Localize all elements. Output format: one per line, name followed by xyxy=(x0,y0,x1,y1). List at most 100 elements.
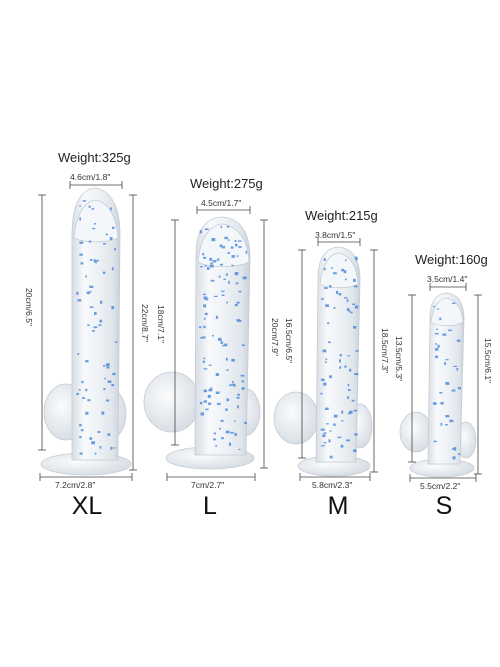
glitter-fleck xyxy=(435,343,438,345)
glitter-fleck xyxy=(207,394,211,398)
glitter-fleck xyxy=(442,333,447,336)
glitter-fleck xyxy=(203,336,206,339)
xl-size-label: XL xyxy=(71,492,103,520)
glitter-fleck xyxy=(89,437,93,440)
glitter-fleck xyxy=(205,408,209,411)
glitter-fleck xyxy=(111,267,114,271)
glitter-fleck xyxy=(322,434,326,437)
glitter-fleck xyxy=(238,246,242,249)
glitter-fleck xyxy=(456,368,459,371)
glitter-fleck xyxy=(225,273,228,276)
glitter-fleck xyxy=(89,259,93,261)
glitter-fleck xyxy=(203,256,207,259)
glitter-fleck xyxy=(355,258,358,261)
glitter-fleck xyxy=(354,373,359,376)
m-weight-label: Weight:215g xyxy=(305,208,378,223)
glitter-fleck xyxy=(237,393,240,396)
glitter-fleck xyxy=(88,240,91,243)
glitter-fleck xyxy=(92,330,95,332)
glitter-fleck xyxy=(94,223,96,225)
glitter-fleck xyxy=(321,298,324,300)
glitter-fleck xyxy=(210,279,215,282)
glitter-fleck xyxy=(242,276,247,280)
glitter-fleck xyxy=(347,355,350,357)
glitter-fleck xyxy=(439,392,443,394)
glitter-fleck xyxy=(88,205,91,208)
glitter-fleck xyxy=(79,241,84,244)
glitter-fleck xyxy=(203,357,206,360)
glitter-fleck xyxy=(333,307,336,309)
glitter-fleck xyxy=(320,392,323,395)
glitter-fleck xyxy=(80,262,84,265)
glitter-fleck xyxy=(111,306,114,310)
glitter-fleck xyxy=(343,270,347,274)
glitter-fleck xyxy=(204,312,208,316)
glitter-fleck xyxy=(213,295,218,297)
glitter-fleck xyxy=(234,240,237,243)
glitter-fleck xyxy=(208,402,212,405)
glitter-m xyxy=(320,256,359,459)
glitter-fleck xyxy=(236,301,240,304)
xl-total-length-label: 22cm/8.7" xyxy=(140,304,150,342)
glitter-fleck xyxy=(238,448,241,450)
glitter-fleck xyxy=(454,449,456,451)
glitter-fleck xyxy=(329,455,333,459)
glitter-fleck xyxy=(86,291,90,295)
glitter-fleck xyxy=(449,419,454,423)
glitter-fleck xyxy=(220,419,224,422)
glitter-fleck xyxy=(99,319,103,323)
glitter-fleck xyxy=(202,253,205,256)
glitter-fleck xyxy=(323,267,326,271)
xl-insertable-length-label: 20cm/6.5" xyxy=(24,288,34,326)
glitter-fleck xyxy=(82,200,87,202)
glitter-fleck xyxy=(98,324,102,326)
s-base-width-label: 5.5cm/2.2" xyxy=(420,481,461,491)
glitter-fleck xyxy=(445,424,448,426)
glitter-fleck xyxy=(213,432,217,435)
glitter-fleck xyxy=(204,265,207,267)
glitter-fleck xyxy=(215,373,219,376)
glitter-fleck xyxy=(76,392,79,395)
glitter-fleck xyxy=(109,237,113,240)
glitter-fleck xyxy=(110,446,113,450)
glitter-fleck xyxy=(226,225,230,228)
glitter-fleck xyxy=(441,401,444,405)
glitter-fleck xyxy=(436,328,438,331)
glitter-fleck xyxy=(105,363,110,367)
glitter-fleck xyxy=(202,360,205,363)
glitter-fleck xyxy=(328,439,331,443)
s-weight-label: Weight:160g xyxy=(415,252,488,267)
glitter-fleck xyxy=(445,415,450,418)
l-weight-label: Weight:275g xyxy=(190,176,263,191)
glitter-fleck xyxy=(348,310,351,313)
glitter-xl xyxy=(76,200,118,455)
glitter-fleck xyxy=(236,255,239,257)
glitter-fleck xyxy=(89,306,94,308)
glitter-fleck xyxy=(209,257,213,261)
glitter-fleck xyxy=(237,240,242,242)
glitter-fleck xyxy=(237,320,242,322)
s-total-length-label: 15.5cm/6.1" xyxy=(483,338,493,384)
l-total-length-label: 20cm/7.9" xyxy=(270,318,280,356)
glitter-fleck xyxy=(241,387,245,390)
glitter-fleck xyxy=(212,334,214,337)
glitter-fleck xyxy=(94,312,97,315)
glitter-fleck xyxy=(223,343,228,347)
glitter-fleck xyxy=(446,382,450,385)
glitter-fleck xyxy=(345,259,347,262)
glitter-fleck xyxy=(220,341,223,344)
glitter-fleck xyxy=(215,391,220,394)
glitter-fleck xyxy=(79,424,82,427)
glitter-fleck xyxy=(203,389,208,393)
glitter-fleck xyxy=(346,299,349,302)
glitter-fleck xyxy=(354,305,359,309)
glitter-fleck xyxy=(216,258,220,261)
glitter-fleck xyxy=(221,437,224,440)
glitter-fleck xyxy=(344,365,347,368)
glitter-fleck xyxy=(435,332,439,335)
glitter-fleck xyxy=(220,225,223,228)
glitter-fleck xyxy=(222,344,224,347)
glitter-fleck xyxy=(433,305,435,308)
glitter-fleck xyxy=(231,255,235,258)
glitter-fleck xyxy=(227,239,230,241)
